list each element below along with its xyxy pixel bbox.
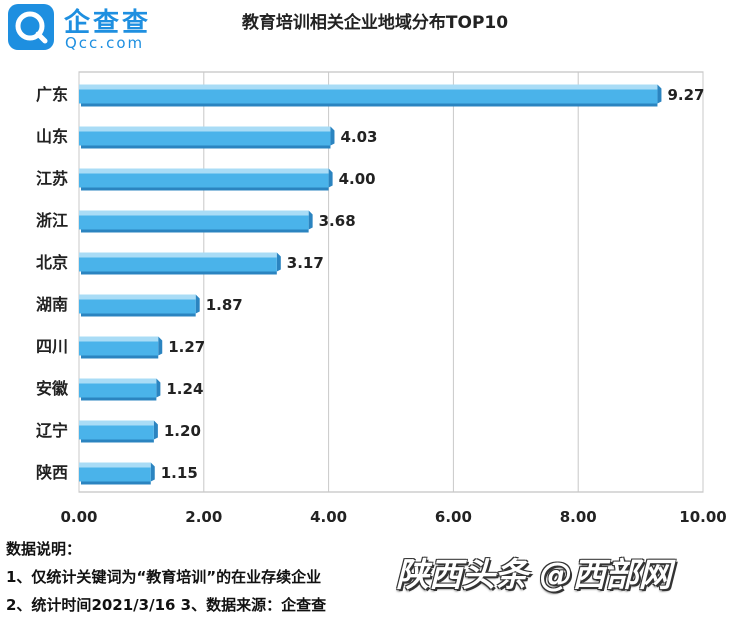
y-category-label: 浙江 <box>36 211 68 230</box>
y-category-label: 湖南 <box>36 295 68 314</box>
y-category-label: 四川 <box>36 337 68 356</box>
bar-bottom <box>81 355 159 359</box>
logo-text-en: Qcc.com <box>65 34 145 52</box>
x-tick-label: 4.00 <box>310 508 347 526</box>
y-category-label: 广东 <box>36 85 68 104</box>
bar-bottom <box>81 271 277 275</box>
bar-highlight <box>79 462 151 468</box>
bar-bottom <box>81 187 329 191</box>
bar-highlight <box>79 168 329 174</box>
data-label: 1.24 <box>166 380 203 398</box>
bar-highlight <box>79 84 658 90</box>
data-label: 4.00 <box>339 170 376 188</box>
bar-bottom <box>81 397 157 401</box>
y-category-label: 辽宁 <box>36 421 68 440</box>
y-category-label: 山东 <box>36 127 68 146</box>
x-tick-label: 10.00 <box>679 508 726 526</box>
bar-highlight <box>79 126 331 132</box>
bar-bottom <box>81 313 196 317</box>
bar-bottom <box>81 145 331 149</box>
bar-highlight <box>79 420 154 426</box>
bar-highlight <box>79 378 157 384</box>
data-label: 1.15 <box>161 464 198 482</box>
notes-heading: 数据说明： <box>6 540 82 558</box>
x-tick-label: 8.00 <box>560 508 597 526</box>
watermark: 陕西头条 @西部网 <box>396 555 672 594</box>
y-category-label: 江苏 <box>36 169 68 188</box>
y-category-label: 陕西 <box>36 463 68 482</box>
x-tick-label: 0.00 <box>60 508 97 526</box>
data-label: 3.68 <box>319 212 356 230</box>
x-tick-label: 2.00 <box>185 508 222 526</box>
notes-line-1: 1、仅统计关键词为“教育培训”的在业存续企业 <box>6 568 322 586</box>
x-tick-label: 6.00 <box>435 508 472 526</box>
y-category-label: 北京 <box>36 253 68 272</box>
bar-bottom <box>81 229 309 233</box>
qcc-logo: 企查查 Qcc.com <box>8 4 178 52</box>
data-label: 3.17 <box>287 254 324 272</box>
logo-text-cn: 企查查 <box>64 8 152 38</box>
bar-highlight <box>79 294 196 300</box>
y-category-label: 安徽 <box>36 379 69 398</box>
data-label: 1.20 <box>164 422 201 440</box>
data-label: 9.27 <box>667 86 704 104</box>
bar-highlight <box>79 336 159 342</box>
qcc-logo-icon <box>8 4 54 50</box>
chart-title: 教育培训相关企业地域分布TOP10 <box>241 13 509 33</box>
data-label: 1.27 <box>168 338 205 356</box>
bar-highlight <box>79 252 277 258</box>
data-label: 4.03 <box>340 128 377 146</box>
bar-bottom <box>81 481 151 485</box>
data-notes: 数据说明： 1、仅统计关键词为“教育培训”的在业存续企业 2、统计时间2021/… <box>6 535 326 619</box>
bar-chart: 0.00 2.00 4.00 6.00 8.00 10.00 广东 9.27 山东 4.03 江苏 4… <box>36 71 727 526</box>
data-label: 1.87 <box>206 296 243 314</box>
bar-bottom <box>81 439 154 443</box>
bar-highlight <box>79 210 309 216</box>
notes-line-2: 2、统计时间2021/3/16 3、数据来源：企查查 <box>6 596 327 614</box>
bar-bottom <box>81 103 658 107</box>
